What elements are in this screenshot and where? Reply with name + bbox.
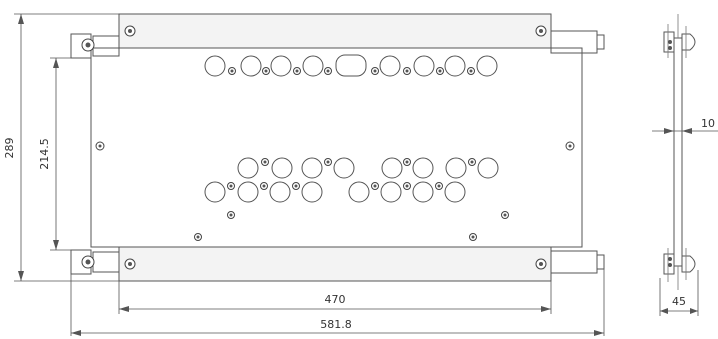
- side-view: [663, 14, 696, 290]
- right-bottom-latch: [550, 250, 605, 274]
- dim-overall-width: [70, 269, 605, 336]
- top-rail: [118, 13, 552, 49]
- left-bottom-latch: [70, 249, 120, 275]
- bottom-rail: [118, 246, 552, 282]
- left-top-latch: [70, 33, 120, 59]
- rail-screws: [124, 25, 547, 270]
- panel-screws: [95, 141, 575, 241]
- dim-label-mount-height: 214.5: [38, 138, 51, 170]
- dim-rail-spacing: [118, 281, 552, 314]
- side-panel: [673, 37, 683, 267]
- dim-label-rail-spacing: 470: [325, 293, 346, 306]
- front-view: [70, 13, 605, 282]
- dim-label-side-offset: 10: [701, 117, 715, 130]
- right-top-latch: [550, 30, 605, 54]
- front-panel: [90, 47, 583, 248]
- dim-side-depth: [659, 270, 699, 316]
- connector-row-top: [204, 54, 498, 77]
- side-bottom-latch: [663, 248, 696, 282]
- side-top-latch: [663, 24, 696, 58]
- connector-row-lower: [204, 181, 466, 203]
- dim-label-overall-height: 289: [3, 138, 16, 159]
- connector-row-middle: [237, 157, 499, 179]
- dim-side-offset: [652, 128, 718, 134]
- dimension-lines: [14, 13, 718, 336]
- dim-label-side-depth: 45: [672, 295, 686, 308]
- dim-mount-height: [50, 57, 72, 251]
- dim-label-overall-width: 581.8: [320, 318, 352, 331]
- dim-overall-height: [14, 13, 119, 282]
